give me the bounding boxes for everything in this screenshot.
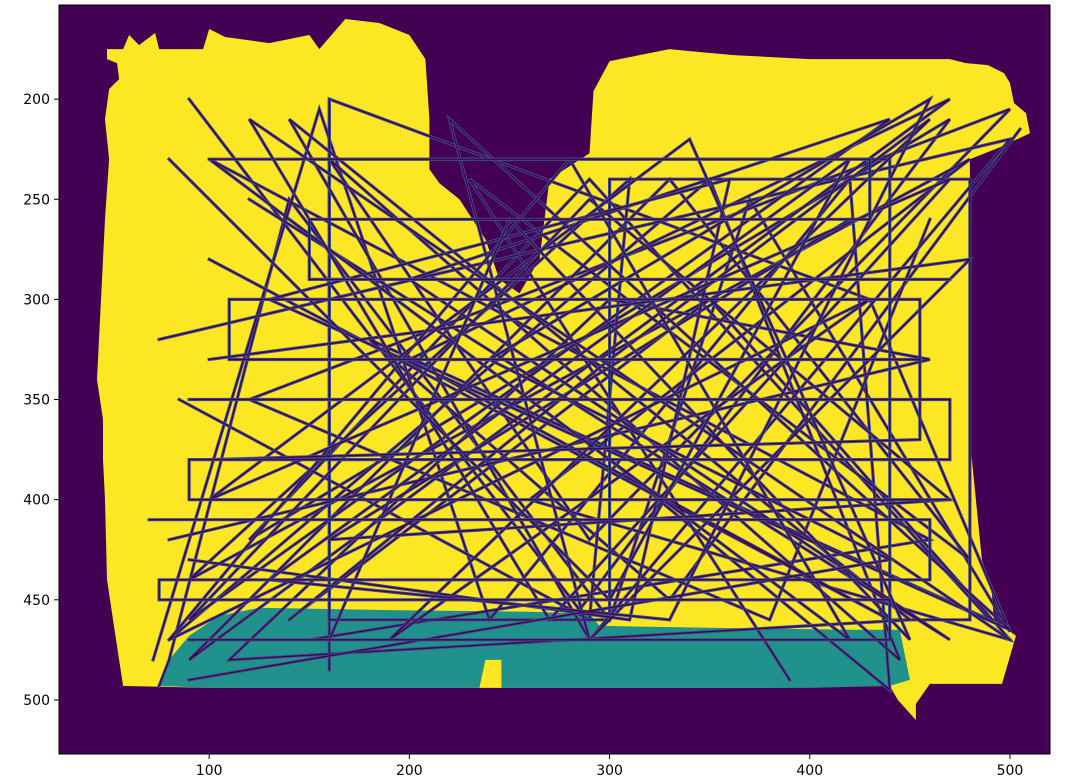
x-tick-label: 500 <box>997 763 1024 779</box>
y-tick-label: 200 <box>23 92 50 108</box>
y-tick-label: 450 <box>23 593 50 609</box>
trajectory-line <box>148 519 931 641</box>
lower-region-region <box>159 607 910 688</box>
image-layer <box>59 5 1050 754</box>
trajectory-line <box>208 298 921 461</box>
axes-frame <box>58 4 1051 755</box>
trajectory-line <box>188 98 971 681</box>
trajectory-line <box>308 158 951 281</box>
y-tick-label: 250 <box>23 192 50 208</box>
y-tick-label: 300 <box>23 292 50 308</box>
trajectory-line <box>168 97 932 681</box>
trajectory-line <box>188 398 951 501</box>
x-tick-label: 300 <box>596 763 623 779</box>
y-tick-label: 400 <box>23 493 50 509</box>
x-tick-label: 200 <box>396 763 423 779</box>
trajectory-line <box>188 117 1011 642</box>
x-tick-label: 400 <box>796 763 823 779</box>
y-tick-label: 350 <box>23 393 50 409</box>
x-tick-label: 100 <box>196 763 223 779</box>
trajectory-line <box>158 118 1012 661</box>
axes-area <box>59 5 1050 754</box>
y-tick-label: 500 <box>23 693 50 709</box>
trajectory-line <box>208 98 971 621</box>
tick-group: 100 200 300 400 500 200 250 300 350 400 450 500 <box>23 92 1023 779</box>
